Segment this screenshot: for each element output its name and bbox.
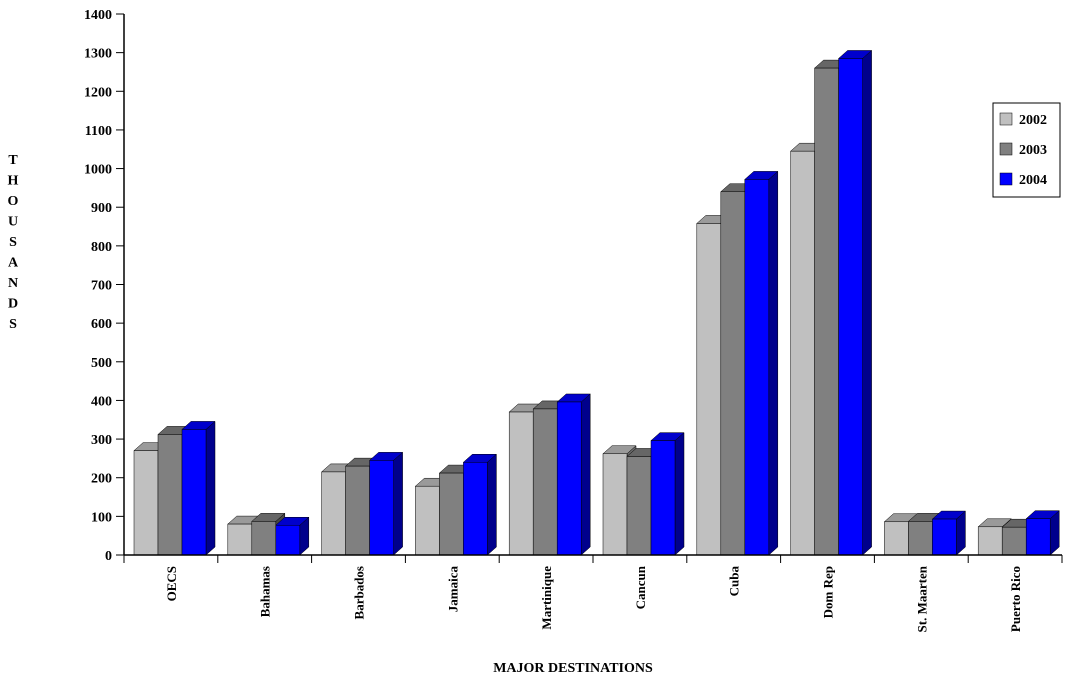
y-axis-title-letter: U <box>8 215 18 230</box>
bar <box>931 510 967 556</box>
bar-front-face <box>814 67 839 556</box>
x-tick-label: Cancun <box>633 565 648 609</box>
bar-front-face <box>838 58 863 556</box>
x-tick-label: Bahamas <box>258 566 273 617</box>
bar-front-face <box>626 456 652 556</box>
bar <box>368 451 404 556</box>
bar-front-face <box>744 179 770 556</box>
bar-front-face <box>696 223 722 556</box>
x-tick-label: Dom Rep <box>821 566 836 618</box>
bar-front-face <box>884 521 909 556</box>
bar-front-face <box>275 524 301 556</box>
bar <box>1025 510 1060 556</box>
legend: 2002 2003 2004 <box>992 102 1061 198</box>
bar-front-face <box>932 518 957 556</box>
bar-front-face <box>345 465 370 556</box>
y-tick-label: 500 <box>91 356 112 371</box>
y-axis-title-letter: T <box>8 153 18 168</box>
y-tick-label: 200 <box>91 472 112 487</box>
bar-front-face <box>908 521 933 556</box>
bars-layer <box>133 49 1060 556</box>
x-tick-label: Jamaica <box>445 566 460 613</box>
bar-front-face <box>650 440 676 556</box>
y-axis-title-letter: H <box>8 174 19 189</box>
x-tick-label: OECS <box>164 566 179 601</box>
bar-front-face <box>463 462 488 556</box>
y-tick-label: 900 <box>91 201 112 216</box>
bar-front-face <box>251 521 277 556</box>
bar-side-face <box>393 451 403 556</box>
legend-swatch <box>999 172 1013 186</box>
bar-side-face <box>205 420 216 556</box>
axes-layer <box>123 14 1062 556</box>
legend-swatch <box>999 112 1013 126</box>
bar-side-face <box>487 453 497 556</box>
legend-label: 2003 <box>1019 143 1047 158</box>
bar-side-face <box>862 49 872 556</box>
bar-front-face <box>720 191 746 556</box>
y-tick-label: 1200 <box>84 85 112 100</box>
bar-front-face <box>133 450 159 556</box>
bar <box>556 393 591 556</box>
bar <box>462 453 498 556</box>
bar <box>650 432 685 556</box>
legend-label: 2004 <box>1019 173 1047 188</box>
bar-front-face <box>977 526 1003 556</box>
bar-front-face <box>439 472 464 556</box>
y-axis-title-letter: D <box>8 297 18 312</box>
bar-side-face <box>768 170 779 556</box>
bar-front-face <box>556 401 582 556</box>
y-axis-ticks: 0 100 200 300 400 500 600 700 800 900 1000 1100 1200… <box>84 8 124 564</box>
bar-front-face <box>369 460 394 556</box>
y-tick-label: 700 <box>91 279 112 294</box>
y-tick-label: 0 <box>105 549 112 564</box>
x-tick-label: St. Maarten <box>914 565 929 632</box>
bar-front-face <box>602 453 628 556</box>
x-tick-label: Cuba <box>727 566 742 597</box>
y-axis-title-letter: S <box>9 235 17 250</box>
bar-side-face <box>580 393 591 556</box>
x-axis-title: MAJOR DESTINATIONS <box>493 661 653 676</box>
y-tick-label: 400 <box>91 394 112 409</box>
bar <box>181 420 216 556</box>
y-axis-title-letter: N <box>8 276 18 291</box>
y-tick-label: 300 <box>91 433 112 448</box>
bar-front-face <box>181 429 207 556</box>
bar-front-face <box>508 411 534 556</box>
y-tick-label: 1000 <box>84 163 112 178</box>
x-tick-label: Puerto Rico <box>1008 566 1023 632</box>
bar-front-face <box>1001 526 1027 556</box>
x-axis-ticks: OECS Bahamas Barbados Jamaica Martinique Canc… <box>123 555 1063 632</box>
y-axis-title-letter: A <box>8 256 19 271</box>
y-tick-label: 800 <box>91 240 112 255</box>
bar-side-face <box>674 432 685 556</box>
y-tick-label: 600 <box>91 317 112 332</box>
legend-label: 2002 <box>1019 113 1047 128</box>
bar-front-face <box>790 150 815 556</box>
bar-front-face <box>321 471 346 556</box>
y-tick-label: 100 <box>91 510 112 525</box>
bar-front-face <box>532 408 558 556</box>
bar <box>275 516 310 556</box>
bar-front-face <box>415 485 440 556</box>
y-axis-title-letter: O <box>8 194 19 209</box>
bar-front-face <box>1025 518 1051 556</box>
y-tick-label: 1300 <box>84 47 112 62</box>
bar-front-face <box>227 523 253 556</box>
y-tick-label: 1400 <box>84 8 112 23</box>
bar <box>744 170 779 556</box>
legend-swatch <box>999 142 1013 156</box>
y-axis-title-letter: S <box>9 317 17 332</box>
bar <box>837 49 873 556</box>
y-tick-label: 1100 <box>85 124 112 139</box>
bar-front-face <box>157 434 183 556</box>
x-tick-label: Barbados <box>352 566 367 619</box>
x-tick-label: Martinique <box>539 566 554 630</box>
